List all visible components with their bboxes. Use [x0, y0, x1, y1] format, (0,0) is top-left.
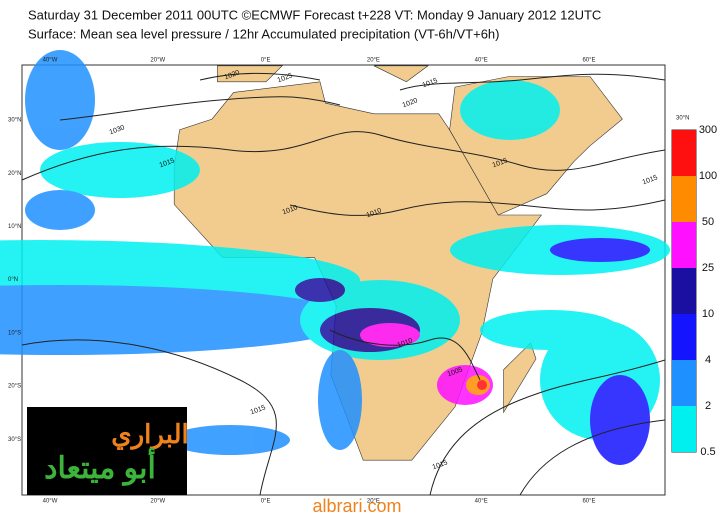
lon-label: 0°E — [261, 499, 271, 505]
lon-label: 20°W — [150, 58, 165, 64]
lon-label: 40°W — [43, 499, 58, 505]
precipitation — [0, 50, 670, 465]
colorbar-tick: 50 — [702, 216, 714, 228]
contour-label: 1015 — [492, 157, 509, 169]
contour-label: 1015 — [250, 404, 267, 416]
rain-area — [360, 323, 420, 347]
colorbar-tick: 25 — [702, 262, 714, 274]
rain-area — [0, 285, 360, 355]
rain-area — [318, 350, 362, 450]
rain-area — [590, 375, 650, 465]
colorbar-tick: 300 — [699, 124, 717, 136]
rain-area — [460, 80, 560, 140]
lat-label: 0°N — [8, 277, 18, 283]
colorbar-tick: 100 — [699, 170, 717, 182]
contour-label: 1010 — [366, 207, 383, 219]
contour-label: 1010 — [282, 204, 299, 216]
rain-area — [25, 190, 95, 230]
title: Saturday 31 December 2011 00UTC ©ECMWF F… — [28, 7, 601, 22]
watermark-box — [27, 407, 187, 495]
rain-area — [40, 142, 200, 198]
rain-area — [25, 50, 95, 150]
contour-label: 1025 — [277, 72, 294, 84]
colorbar-segment — [672, 222, 696, 268]
landmass — [373, 65, 429, 83]
colorbar-segment — [672, 314, 696, 360]
colorbar-tick: 2 — [705, 400, 711, 412]
colorbar-tick: 0.5 — [700, 446, 715, 458]
lat-label: 10°S — [8, 330, 21, 336]
lat-label: 10°N — [8, 224, 21, 230]
site-url: albrari.com — [312, 496, 401, 516]
rain-area — [437, 365, 493, 405]
lon-label: 40°E — [475, 499, 488, 505]
lon-label: 40°E — [475, 58, 488, 64]
lat-label: 30°N — [676, 116, 689, 122]
colorbar-tick: 10 — [702, 308, 714, 320]
lon-label: 60°E — [582, 499, 595, 505]
colorbar-segment — [672, 406, 696, 452]
colorbar-segment — [672, 176, 696, 222]
watermark-bottom: أبو ميتعاد — [44, 447, 156, 486]
contour-label: 1015 — [422, 77, 439, 89]
lat-label: 30°S — [8, 437, 21, 443]
lon-label: 0°E — [261, 58, 271, 64]
watermark-top: البراري — [111, 419, 188, 450]
rain-area — [170, 425, 290, 455]
lon-label: 20°W — [150, 499, 165, 505]
contour-label: 1015 — [642, 174, 659, 186]
contour-label: 1015 — [432, 459, 449, 471]
contour-label: 1020 — [402, 97, 419, 109]
lon-label: 20°E — [367, 499, 380, 505]
rain-area — [477, 380, 487, 390]
colorbar-segment — [672, 268, 696, 314]
contour-label: 1020 — [224, 69, 241, 81]
lon-label: 40°W — [43, 58, 58, 64]
contour-label: 1015 — [159, 157, 176, 169]
contour-label: 1005 — [447, 366, 464, 378]
subtitle: Surface: Mean sea level pressure / 12hr … — [28, 26, 500, 41]
land — [173, 65, 623, 461]
isobars — [21, 72, 666, 496]
lon-label: 60°E — [582, 58, 595, 64]
lat-label: 30°N — [8, 118, 21, 124]
colorbar-segment — [672, 360, 696, 406]
contour-label: 1030 — [109, 124, 126, 136]
contour-label: 1010 — [397, 337, 414, 349]
lat-label: 20°N — [8, 171, 21, 177]
colorbar-tick: 4 — [705, 354, 711, 366]
lat-label: 20°S — [8, 384, 21, 390]
rain-area — [550, 238, 650, 262]
colorbar-segment — [672, 130, 696, 176]
lon-label: 20°E — [367, 58, 380, 64]
rain-area — [295, 278, 345, 302]
